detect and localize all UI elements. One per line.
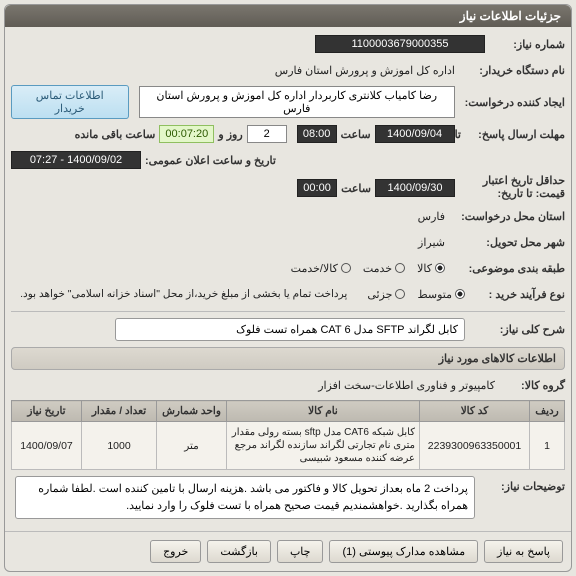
col-name: نام کالا <box>227 401 420 422</box>
print-button[interactable]: چاپ <box>277 540 324 563</box>
radio-icon <box>435 263 445 273</box>
row-deadline: مهلت ارسال پاسخ: تا 1400/09/04 ساعت 08:0… <box>11 123 565 145</box>
details-panel: جزئیات اطلاعات نیاز شماره نیاز: 11000036… <box>4 4 572 572</box>
category-option[interactable]: کالا <box>417 262 445 275</box>
cell-date: 1400/09/07 <box>12 422 82 470</box>
category-option[interactable]: خدمت <box>363 262 405 275</box>
label-requester: ایجاد کننده درخواست: <box>455 96 565 109</box>
view-docs-button[interactable]: مشاهده مدارک پیوستی (1) <box>329 540 478 563</box>
row-city: شهر محل تحویل: شیراز <box>11 231 565 253</box>
value-province: فارس <box>418 210 445 223</box>
purchase-type-option[interactable]: متوسط <box>417 288 465 301</box>
cell-row: 1 <box>530 422 565 470</box>
label-city: شهر محل تحویل: <box>445 236 565 249</box>
label-saat-2: ساعت <box>341 182 371 195</box>
value-city: شیراز <box>418 236 445 249</box>
row-province: استان محل درخواست: فارس <box>11 205 565 227</box>
notes-row: توضیحات نیاز: پرداخت 2 ماه بعداز تحویل ک… <box>11 476 565 519</box>
back-button[interactable]: پاسخ به نیاز <box>484 540 563 563</box>
label-purchase-type: نوع فرآیند خرید : <box>465 288 565 301</box>
row-requester: ایجاد کننده درخواست: رضا کامیاب کلانتری … <box>11 85 565 119</box>
row-validity: حداقل تاریخ اعتبار قیمت: تا تاریخ: 1400/… <box>11 175 565 201</box>
row-need-desc: شرح کلی نیاز: کابل لگراند SFTP مدل CAT 6… <box>11 318 565 341</box>
col-qty: تعداد / مقدار <box>82 401 157 422</box>
items-table: ردیف کد کالا نام کالا واحد شمارش تعداد /… <box>11 400 565 470</box>
deadline-days: 2 <box>247 125 287 143</box>
category-label: خدمت <box>363 262 392 275</box>
row-announce: تاریخ و ساعت اعلان عمومی: 1400/09/02 - 0… <box>11 149 565 171</box>
radio-icon <box>395 263 405 273</box>
items-section-header: اطلاعات کالاهای مورد نیاز <box>11 347 565 370</box>
label-buyer-org: نام دستگاه خریدار: <box>455 64 565 77</box>
label-validity: حداقل تاریخ اعتبار قیمت: تا تاریخ: <box>455 175 565 201</box>
col-unit: واحد شمارش <box>157 401 227 422</box>
label-announce: تاریخ و ساعت اعلان عمومی: <box>145 154 276 167</box>
label-deadline: مهلت ارسال پاسخ: <box>465 128 565 141</box>
panel-title: جزئیات اطلاعات نیاز <box>5 5 571 27</box>
deadline-countdown: 00:07:20 <box>159 125 214 143</box>
value-buyer-org: اداره کل اموزش و پرورش استان فارس <box>275 64 455 77</box>
row-category: طبقه بندی موضوعی: کالا خدمت کالا/خدمت <box>11 257 565 279</box>
label-need-no: شماره نیاز: <box>485 38 565 51</box>
category-radio-group: کالا خدمت کالا/خدمت <box>281 262 445 275</box>
label-province: استان محل درخواست: <box>445 210 565 223</box>
value-need-no: 1100003679000355 <box>315 35 485 53</box>
purchase-type-label: جزئی <box>367 288 392 301</box>
cell-code: 2239300963350001 <box>420 422 530 470</box>
row-group: گروه کالا: کامپیوتر و فناوری اطلاعات-سخت… <box>11 374 565 396</box>
panel-body: شماره نیاز: 1100003679000355 نام دستگاه … <box>5 27 571 525</box>
row-need-no: شماره نیاز: 1100003679000355 <box>11 33 565 55</box>
radio-icon <box>395 289 405 299</box>
col-date: تاریخ نیاز <box>12 401 82 422</box>
value-group: کامپیوتر و فناوری اطلاعات-سخت افزار <box>318 379 495 392</box>
category-label: کالا/خدمت <box>291 262 338 275</box>
exit-button[interactable]: خروج <box>150 540 201 563</box>
row-buyer-org: نام دستگاه خریدار: اداره کل اموزش و پرور… <box>11 59 565 81</box>
category-label: کالا <box>417 262 432 275</box>
purchase-note: پرداخت تمام یا بخشی از مبلغ خرید،از محل … <box>20 288 347 300</box>
cell-unit: متر <box>157 422 227 470</box>
contact-buyer-button[interactable]: اطلاعات تماس خریدار <box>11 85 129 119</box>
radio-icon <box>341 263 351 273</box>
label-saat-1: ساعت <box>341 128 371 141</box>
label-remaining: ساعت باقی مانده <box>75 128 156 141</box>
cell-name: کابل شبکه CAT6 مدل sftp بسته رولی مقدار … <box>227 422 420 470</box>
table-row: 12239300963350001کابل شبکه CAT6 مدل sftp… <box>12 422 565 470</box>
validity-date: 1400/09/30 <box>375 179 455 197</box>
row-purchase-type: نوع فرآیند خرید : متوسط جزئی پرداخت تمام … <box>11 283 565 305</box>
value-announce: 1400/09/02 - 07:27 <box>11 151 141 169</box>
label-notes: توضیحات نیاز: <box>475 476 565 493</box>
deadline-time: 08:00 <box>297 125 337 143</box>
need-desc-box: کابل لگراند SFTP مدل CAT 6 همراه تست فلو… <box>115 318 465 341</box>
category-option[interactable]: کالا/خدمت <box>291 262 351 275</box>
label-rooz-va: روز و <box>218 128 242 141</box>
label-need-desc: شرح کلی نیاز: <box>465 323 565 336</box>
label-group: گروه کالا: <box>495 379 565 392</box>
return-button[interactable]: بازگشت <box>207 540 271 563</box>
purchase-type-option[interactable]: جزئی <box>367 288 405 301</box>
purchase-type-radio-group: متوسط جزئی <box>357 288 465 301</box>
table-header-row: ردیف کد کالا نام کالا واحد شمارش تعداد /… <box>12 401 565 422</box>
label-ta-1: تا <box>455 128 461 141</box>
col-row: ردیف <box>530 401 565 422</box>
footer-buttons: پاسخ به نیاز مشاهده مدارک پیوستی (1) چاپ… <box>5 531 571 571</box>
cell-qty: 1000 <box>82 422 157 470</box>
label-category: طبقه بندی موضوعی: <box>445 262 565 275</box>
purchase-type-label: متوسط <box>417 288 452 301</box>
deadline-date: 1400/09/04 <box>375 125 455 143</box>
value-requester: رضا کامیاب کلانتری کاربردار اداره کل امو… <box>139 86 455 118</box>
radio-icon <box>455 289 465 299</box>
notes-box: پرداخت 2 ماه بعداز تحویل کالا و فاکتور م… <box>15 476 475 519</box>
validity-time: 00:00 <box>297 179 337 197</box>
col-code: کد کالا <box>420 401 530 422</box>
